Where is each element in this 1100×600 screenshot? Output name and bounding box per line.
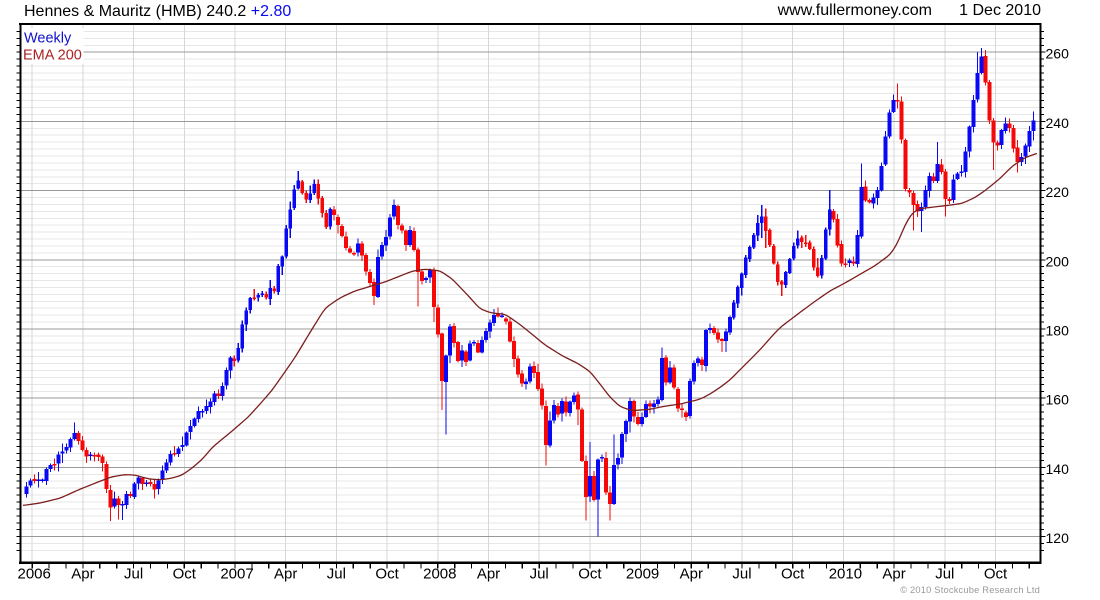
svg-text:140: 140 [1046, 461, 1070, 477]
svg-text:© 2010 Stockcube Research Ltd: © 2010 Stockcube Research Ltd [900, 585, 1040, 595]
svg-text:2008: 2008 [423, 566, 456, 583]
svg-text:Apr: Apr [477, 566, 500, 583]
svg-text:200: 200 [1046, 253, 1070, 269]
svg-text:www.fullermoney.com: www.fullermoney.com [777, 2, 932, 19]
svg-text:120: 120 [1046, 530, 1070, 546]
svg-text:Apr: Apr [882, 566, 905, 583]
svg-text:Apr: Apr [274, 566, 297, 583]
svg-text:EMA 200: EMA 200 [23, 48, 82, 64]
svg-text:220: 220 [1046, 184, 1070, 200]
svg-text:2006: 2006 [18, 566, 51, 583]
svg-text:2007: 2007 [220, 566, 253, 583]
svg-text:160: 160 [1046, 392, 1070, 408]
svg-text:1 Dec 2010: 1 Dec 2010 [959, 2, 1041, 19]
svg-text:Hennes & Mauritz (HMB) 240.2 +: Hennes & Mauritz (HMB) 240.2 +2.80 [24, 3, 291, 20]
svg-text:240: 240 [1046, 115, 1070, 131]
svg-text:Oct: Oct [173, 566, 197, 583]
svg-text:Jul: Jul [327, 566, 346, 583]
svg-text:Jul: Jul [530, 566, 549, 583]
svg-text:Apr: Apr [71, 566, 94, 583]
svg-text:Weekly: Weekly [24, 31, 72, 47]
svg-text:2009: 2009 [626, 566, 659, 583]
svg-text:180: 180 [1046, 323, 1070, 339]
svg-text:Oct: Oct [781, 566, 805, 583]
svg-text:Oct: Oct [375, 566, 399, 583]
svg-text:Oct: Oct [984, 566, 1008, 583]
svg-text:Oct: Oct [578, 566, 602, 583]
svg-text:2010: 2010 [829, 566, 862, 583]
svg-text:Jul: Jul [124, 566, 143, 583]
svg-text:Jul: Jul [935, 566, 954, 583]
svg-text:Apr: Apr [680, 566, 703, 583]
svg-text:260: 260 [1046, 46, 1070, 62]
svg-text:Jul: Jul [732, 566, 751, 583]
